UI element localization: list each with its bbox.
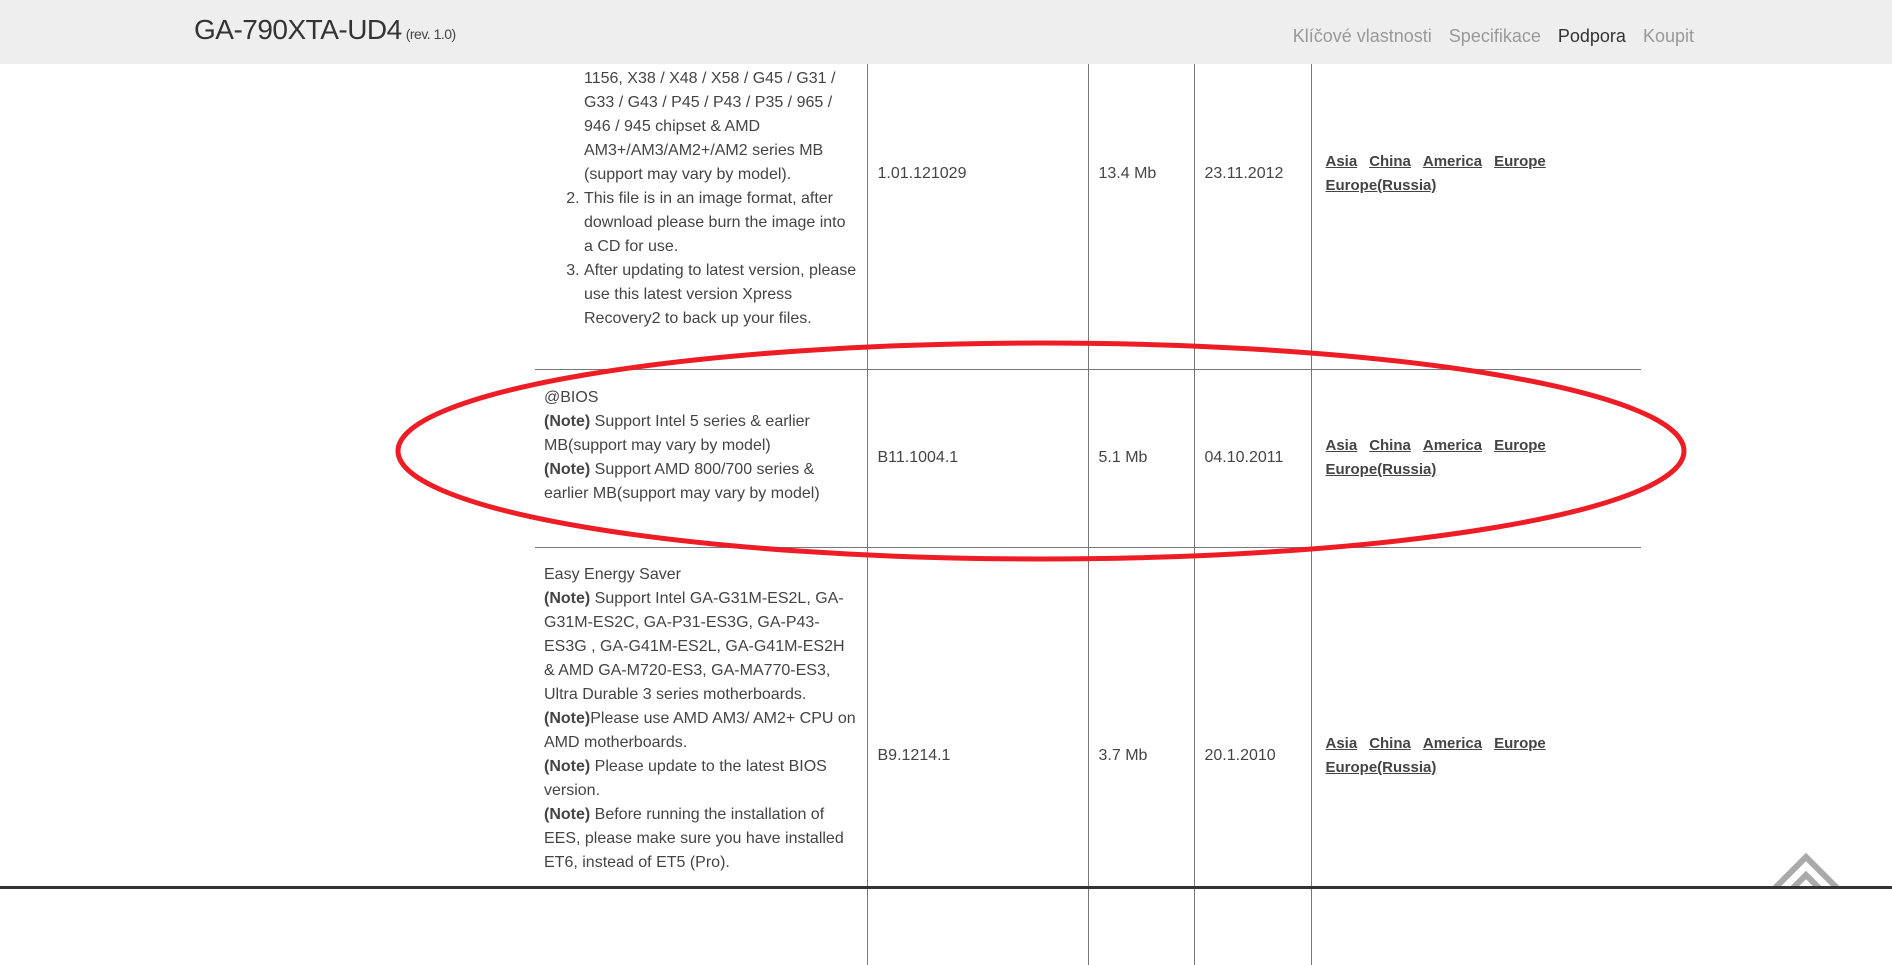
description-item: After updating to latest version, please… (584, 259, 857, 331)
download-link-china[interactable]: China (1369, 735, 1411, 753)
download-link-asia[interactable]: Asia (1325, 735, 1358, 753)
download-link-china[interactable]: China (1369, 437, 1411, 454)
double-chevron-up-icon[interactable] (1766, 848, 1846, 889)
download-link-europe-russia[interactable]: Europe(Russia) (1325, 759, 1437, 777)
nav-specifications[interactable]: Specifikace (1448, 26, 1541, 46)
note: (Note) Before running the installation o… (544, 803, 857, 875)
download-link-europe[interactable]: Europe (1494, 152, 1546, 170)
product-revision: (rev. 1.0) (405, 26, 456, 42)
description-item: 1156, X38 / X48 / X58 / G45 / G31 / G33 … (584, 70, 836, 183)
size-cell: 5.1 Mb (1087, 368, 1194, 547)
note: (Note) Support Intel 5 series & earlier … (544, 410, 857, 458)
download-link-europe[interactable]: Europe (1494, 437, 1546, 454)
note-label: (Note) (544, 709, 591, 727)
table-row: @BIOS (Note) Support Intel 5 series & ea… (535, 368, 1641, 547)
note-text: Before running the installation of EES, … (544, 805, 844, 871)
description-cell: 1156, X38 / X48 / X58 / G45 / G31 / G33 … (535, 0, 867, 369)
description-item: This file is in an image format, after d… (584, 187, 857, 259)
note-label: (Note) (544, 412, 591, 430)
size-cell: 3.7 Mb (1087, 546, 1194, 965)
description-cell: Easy Energy Saver (Note) Support Intel G… (535, 546, 867, 965)
download-link-america[interactable]: America (1422, 152, 1483, 170)
date-cell: 04.10.2011 (1193, 368, 1311, 547)
note-label: (Note) (544, 757, 591, 775)
note-text: Please update to the latest BIOS version… (544, 757, 827, 799)
note-label: (Note) (544, 805, 591, 823)
download-link-europe[interactable]: Europe (1494, 735, 1546, 753)
download-link-asia[interactable]: Asia (1325, 152, 1358, 170)
note-text: Please use AMD AM3/ AM2+ CPU on AMD moth… (544, 709, 856, 751)
download-link-america[interactable]: America (1422, 437, 1483, 454)
download-link-europe-russia[interactable]: Europe(Russia) (1325, 176, 1437, 194)
download-link-europe-russia[interactable]: Europe(Russia) (1325, 461, 1437, 478)
bottom-edge (0, 886, 1892, 889)
downloads-table: 1156, X38 / X48 / X58 / G45 / G31 / G33 … (535, 0, 1641, 965)
description-cell: @BIOS (Note) Support Intel 5 series & ea… (535, 368, 867, 547)
note: (Note) Please update to the latest BIOS … (544, 755, 857, 803)
item-title: @BIOS (544, 388, 599, 406)
download-link-asia[interactable]: Asia (1325, 437, 1358, 454)
download-links-cell: Asia China America Europe Europe(Russia) (1310, 546, 1641, 965)
note-text: Support Intel GA-G31M-ES2L, GA-G31M-ES2C… (544, 589, 845, 703)
download-link-china[interactable]: China (1369, 152, 1411, 170)
product-title: GA-790XTA-UD4 (rev. 1.0) (194, 14, 456, 46)
table-row: Easy Energy Saver (Note) Support Intel G… (535, 546, 1641, 965)
nav-support[interactable]: Podpora (1557, 26, 1626, 46)
item-title: Easy Energy Saver (544, 565, 681, 583)
note-label: (Note) (544, 460, 591, 478)
nav-buy[interactable]: Koupit (1642, 26, 1694, 46)
note: (Note)Please use AMD AM3/ AM2+ CPU on AM… (544, 707, 857, 755)
nav-key-features[interactable]: Klíčové vlastnosti (1292, 26, 1432, 46)
note: (Note) Support Intel GA-G31M-ES2L, GA-G3… (544, 587, 857, 707)
product-nav: Klíčové vlastnosti Specifikace Podpora K… (1281, 26, 1694, 47)
product-name: GA-790XTA-UD4 (194, 14, 402, 45)
download-links-cell: Asia China America Europe Europe(Russia) (1310, 368, 1641, 547)
version-cell: B11.1004.1 (866, 368, 1088, 547)
note-label: (Note) (544, 589, 591, 607)
version-cell: B9.1214.1 (866, 546, 1088, 965)
page-header: GA-790XTA-UD4 (rev. 1.0) Klíčové vlastnos… (0, 0, 1892, 64)
download-link-america[interactable]: America (1422, 735, 1483, 753)
note: (Note) Support AMD 800/700 series & earl… (544, 458, 857, 506)
date-cell: 20.1.2010 (1193, 546, 1311, 965)
